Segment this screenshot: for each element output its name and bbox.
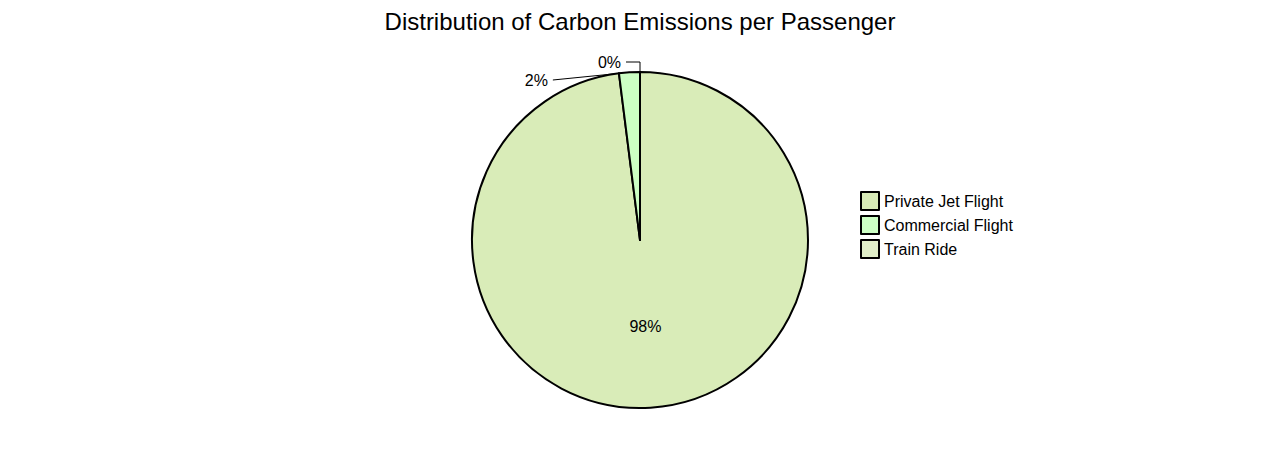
svg-text:Private Jet Flight: Private Jet Flight bbox=[884, 193, 1004, 210]
svg-text:98%: 98% bbox=[629, 318, 661, 335]
svg-text:Distribution of Carbon Emissio: Distribution of Carbon Emissions per Pas… bbox=[385, 8, 896, 35]
svg-text:0%: 0% bbox=[598, 54, 621, 71]
svg-text:Commercial Flight: Commercial Flight bbox=[884, 217, 1013, 234]
svg-text:Train Ride: Train Ride bbox=[884, 241, 957, 258]
svg-text:2%: 2% bbox=[525, 72, 548, 89]
